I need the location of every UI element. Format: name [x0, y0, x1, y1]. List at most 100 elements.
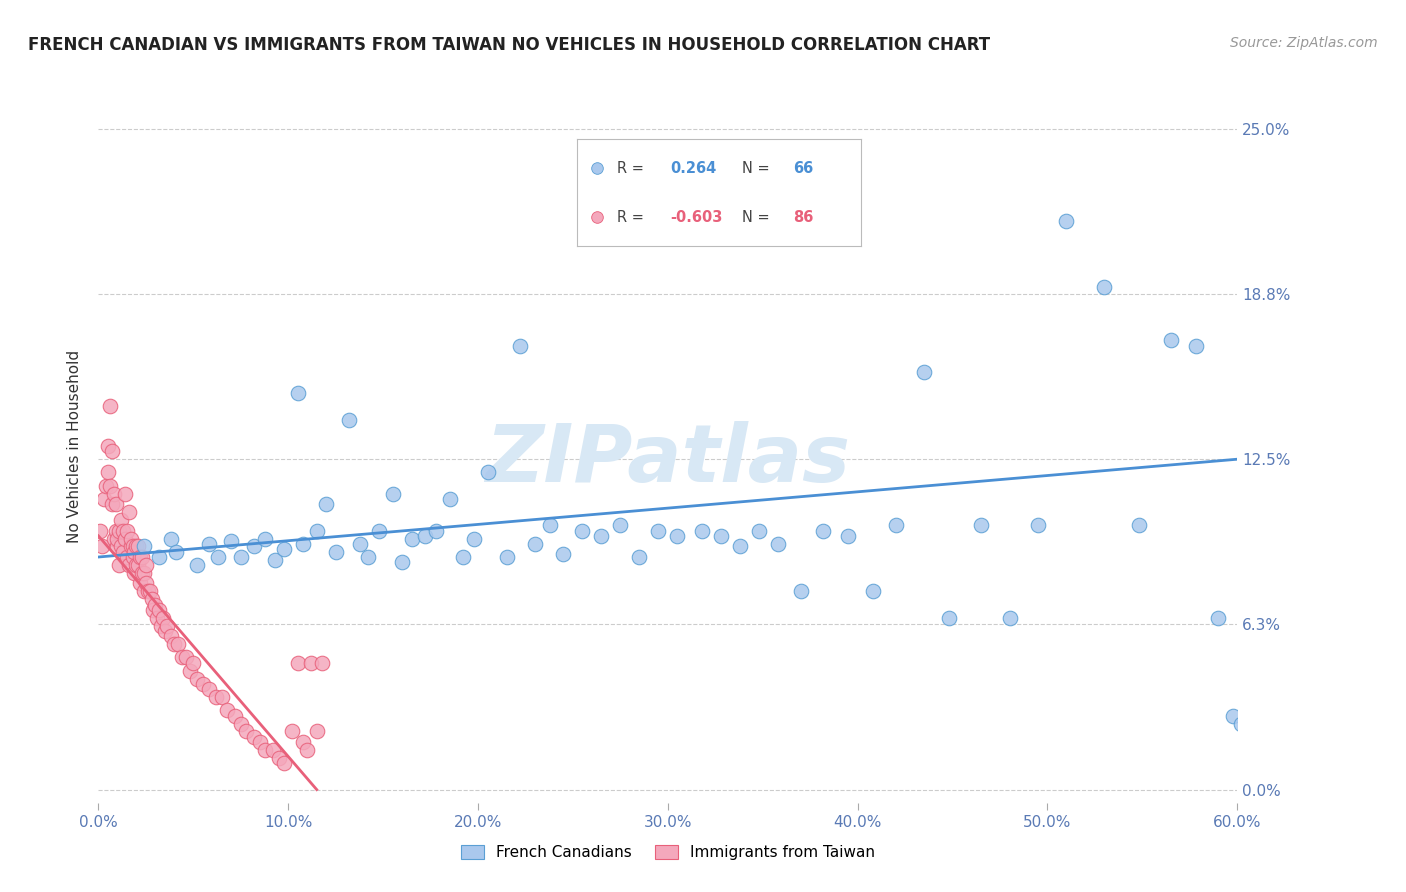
Point	[141, 592, 163, 607]
Point	[690, 524, 713, 538]
Point	[1056, 214, 1078, 228]
Point	[93, 491, 115, 506]
Point	[229, 716, 252, 731]
Point	[191, 677, 214, 691]
Point	[183, 656, 205, 670]
Text: -0.603: -0.603	[671, 210, 723, 225]
Point	[145, 598, 167, 612]
Point	[243, 540, 266, 554]
Point	[1160, 333, 1182, 347]
Point	[524, 537, 547, 551]
Point	[571, 524, 593, 538]
Point	[299, 656, 322, 670]
Point	[1230, 716, 1253, 731]
Point	[311, 656, 333, 670]
Point	[281, 724, 304, 739]
Point	[114, 532, 136, 546]
Point	[115, 549, 138, 564]
Point	[267, 751, 290, 765]
Point	[425, 524, 447, 538]
Point	[315, 497, 337, 511]
Point	[287, 386, 309, 401]
Point	[127, 540, 149, 554]
Point	[159, 629, 181, 643]
Point	[125, 558, 148, 572]
Point	[165, 545, 187, 559]
Text: 66: 66	[793, 161, 814, 176]
Point	[262, 743, 284, 757]
Point	[1184, 338, 1206, 352]
Point	[107, 532, 129, 546]
Point	[112, 545, 135, 559]
Point	[221, 534, 243, 549]
Point	[97, 439, 120, 453]
Point	[170, 650, 193, 665]
Point	[938, 611, 960, 625]
Point	[125, 540, 148, 554]
Point	[135, 576, 157, 591]
Point	[150, 618, 173, 632]
Point	[1222, 708, 1244, 723]
Text: FRENCH CANADIAN VS IMMIGRANTS FROM TAIWAN NO VEHICLES IN HOUSEHOLD CORRELATION C: FRENCH CANADIAN VS IMMIGRANTS FROM TAIWA…	[28, 36, 990, 54]
Point	[538, 518, 561, 533]
Point	[477, 466, 499, 480]
Point	[748, 524, 770, 538]
Point	[728, 540, 751, 554]
Point	[129, 576, 152, 591]
Point	[451, 549, 474, 564]
Point	[413, 529, 436, 543]
Point	[179, 664, 201, 678]
Point	[100, 444, 122, 458]
Point	[391, 555, 413, 569]
Point	[628, 549, 651, 564]
Point	[297, 743, 319, 757]
Point	[118, 558, 141, 572]
Point	[211, 690, 233, 704]
Y-axis label: No Vehicles in Household: No Vehicles in Household	[67, 350, 83, 542]
Point	[553, 547, 575, 561]
Point	[970, 518, 993, 533]
Point	[254, 532, 277, 546]
Point	[121, 540, 143, 554]
Point	[229, 549, 252, 564]
Point	[368, 524, 391, 538]
Point	[1241, 452, 1264, 467]
Point	[585, 211, 607, 225]
Text: R =: R =	[617, 210, 648, 225]
Text: 86: 86	[793, 210, 814, 225]
Point	[132, 540, 155, 554]
Point	[463, 532, 485, 546]
Point	[138, 584, 160, 599]
Point	[1026, 518, 1049, 533]
Point	[131, 549, 153, 564]
Point	[146, 611, 169, 625]
Point	[666, 529, 689, 543]
Point	[509, 338, 531, 352]
Legend: French Canadians, Immigrants from Taiwan: French Canadians, Immigrants from Taiwan	[454, 839, 882, 866]
Point	[585, 161, 607, 175]
Point	[710, 529, 733, 543]
Point	[148, 549, 170, 564]
Point	[136, 584, 159, 599]
Point	[91, 540, 114, 554]
Point	[148, 603, 170, 617]
Point	[254, 743, 277, 757]
Point	[159, 532, 181, 546]
Point	[120, 532, 142, 546]
Point	[131, 566, 153, 580]
Point	[912, 365, 935, 379]
Point	[1128, 518, 1150, 533]
Point	[98, 400, 121, 414]
Point	[197, 682, 219, 697]
Point	[121, 549, 143, 564]
Point	[120, 540, 142, 554]
Point	[107, 540, 129, 554]
Point	[115, 524, 138, 538]
Point	[98, 478, 121, 492]
Point	[103, 486, 125, 500]
Point	[495, 549, 517, 564]
Text: R =: R =	[617, 161, 648, 176]
Point	[381, 486, 404, 500]
Point	[132, 566, 155, 580]
Point	[94, 478, 117, 492]
